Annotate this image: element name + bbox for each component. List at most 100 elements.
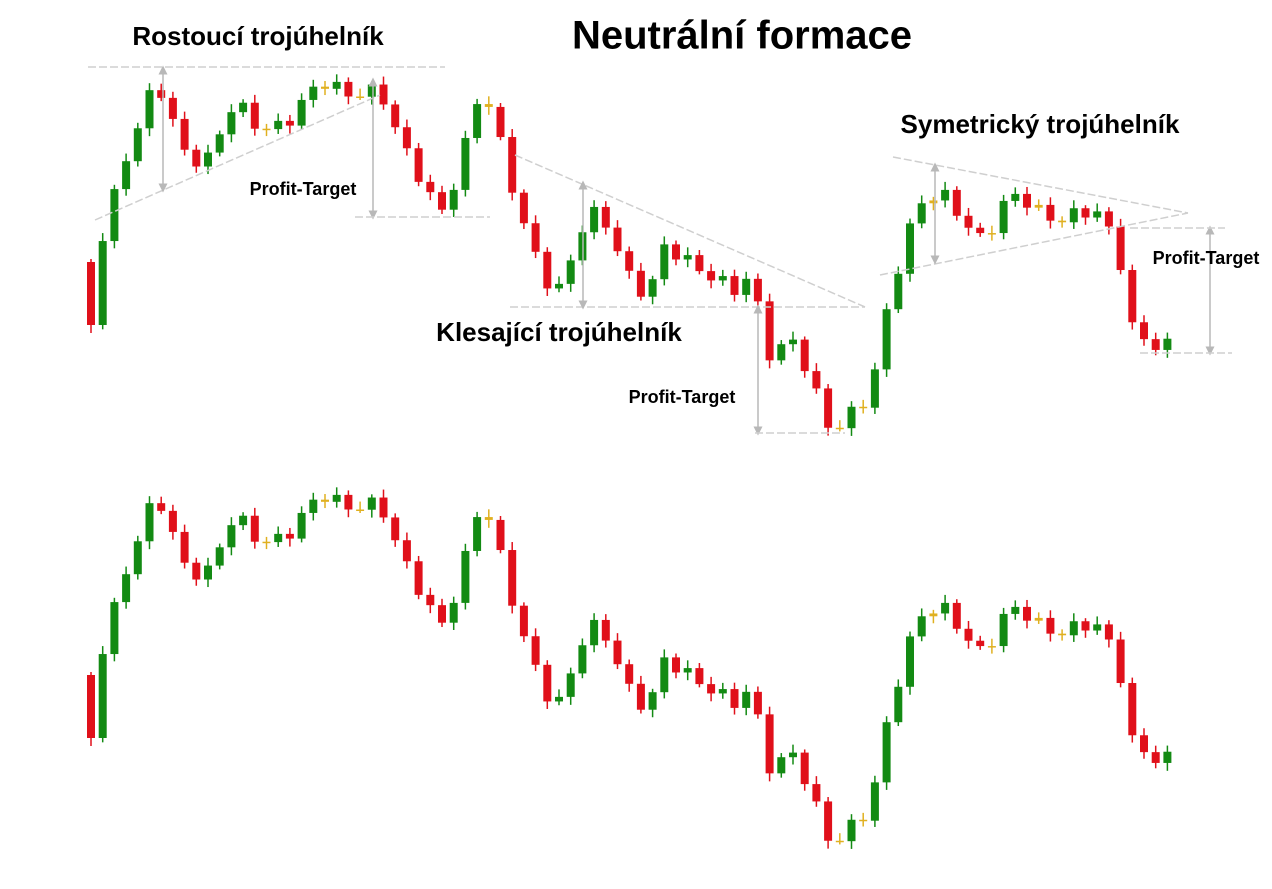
candle-body [730,689,739,708]
candle-body [473,517,482,551]
candle-body [859,406,868,409]
candle-body [625,664,634,684]
candle-body [870,369,879,408]
candle-body [882,309,891,370]
pattern-label: Symetrický trojúhelník [901,109,1180,139]
candle-body [718,689,727,694]
pattern-label: Rostoucí trojúhelník [132,21,384,51]
candle-body [180,531,189,563]
candle-body [145,503,154,542]
candle-body [321,499,329,502]
candle-body [590,619,599,646]
candle-body [98,654,107,738]
candle-body [204,152,212,167]
candle-body [894,686,903,723]
candle-body [800,752,809,785]
candle-body [122,161,131,190]
candle-body [742,278,751,295]
candle-body [1011,193,1020,201]
candle-body [344,81,353,97]
candle-body [367,84,376,97]
candle-body [730,276,739,295]
candle-body [999,613,1008,647]
candle-body [426,594,435,606]
candle-body [344,494,353,510]
candle-body [964,215,973,228]
candle-body [321,86,329,89]
candle-body [870,782,879,821]
candle-body [835,840,844,843]
candle-body [718,276,727,281]
candle-body [636,270,645,297]
candle-body [660,657,669,693]
candle-body [941,602,950,614]
candle-body [917,203,926,224]
candle-body [496,106,505,138]
candle-body [648,692,657,710]
candle-body [168,97,177,119]
candle-body [590,206,599,233]
candle-body [192,149,201,167]
candle-body [473,104,482,138]
candle-body [952,602,961,629]
candle-body [894,273,903,310]
candle-body [391,517,400,541]
candle-body [777,344,786,361]
support-line [94,94,381,221]
candle-body [812,371,821,389]
candle-body [496,519,505,551]
support-line [879,212,1189,276]
candle-body [987,646,996,648]
candle-body [98,241,107,325]
candle-body [157,90,166,98]
candle-body [636,683,645,710]
resistance-line [892,156,1189,214]
candle-body [285,533,294,539]
candle-body [789,752,797,758]
candle-body [683,255,692,260]
candle-body [414,561,423,595]
candle-body [204,565,212,580]
candle-body [1128,683,1137,736]
candle-body [508,550,517,606]
candle-body [215,547,224,566]
candle-body [543,664,552,702]
candle-body [765,301,774,361]
candle-body [812,784,821,802]
candle-body [1069,621,1078,636]
candle-body [683,668,692,673]
candle-body [1093,211,1102,218]
candle-body [917,616,926,637]
candle-body [695,668,704,685]
candle-body [379,84,388,105]
candle-body [941,189,950,201]
candle-body [824,388,833,428]
candle-body [707,271,716,281]
candle-body [672,657,680,673]
candle-body [531,636,540,665]
candle-body [753,691,762,715]
candle-body [777,757,786,774]
candle-body [438,605,446,623]
candle-body [1034,617,1043,621]
candle-body [180,118,189,150]
candle-body [391,104,400,128]
candle-body [1128,270,1137,323]
candle-body [239,515,248,526]
candle-body [835,427,844,430]
candle-body [461,137,470,190]
candle-body [1046,617,1055,634]
candle-body [859,819,868,822]
candle-body [157,503,166,511]
candle-body [765,714,774,774]
candle-body [1116,639,1125,684]
candle-body [800,339,809,372]
candles-bottom [87,487,1172,849]
candle-body [1046,204,1055,221]
candle-body [543,251,552,289]
profit-target-label: Profit-Target [250,179,357,199]
candle-body [601,619,610,641]
candle-body [1151,339,1160,350]
candle-body [1104,211,1113,227]
